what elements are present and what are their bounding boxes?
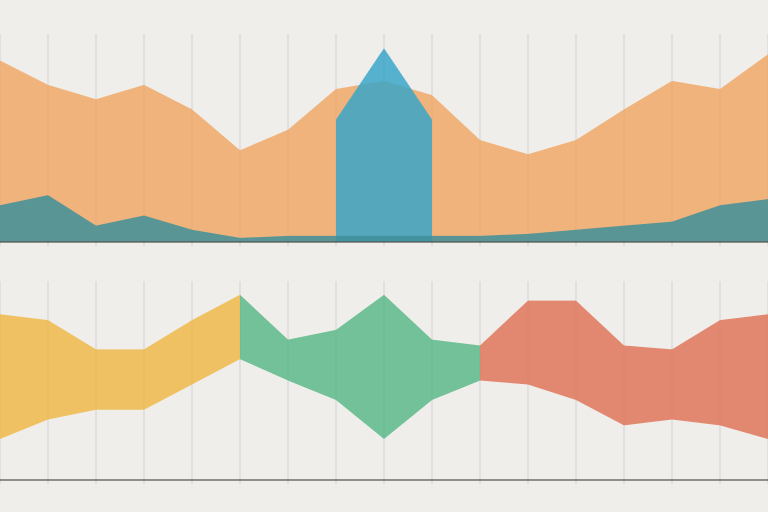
area [0,195,768,242]
band [480,300,768,440]
band [0,294,240,440]
area [336,48,432,243]
band [240,294,480,440]
